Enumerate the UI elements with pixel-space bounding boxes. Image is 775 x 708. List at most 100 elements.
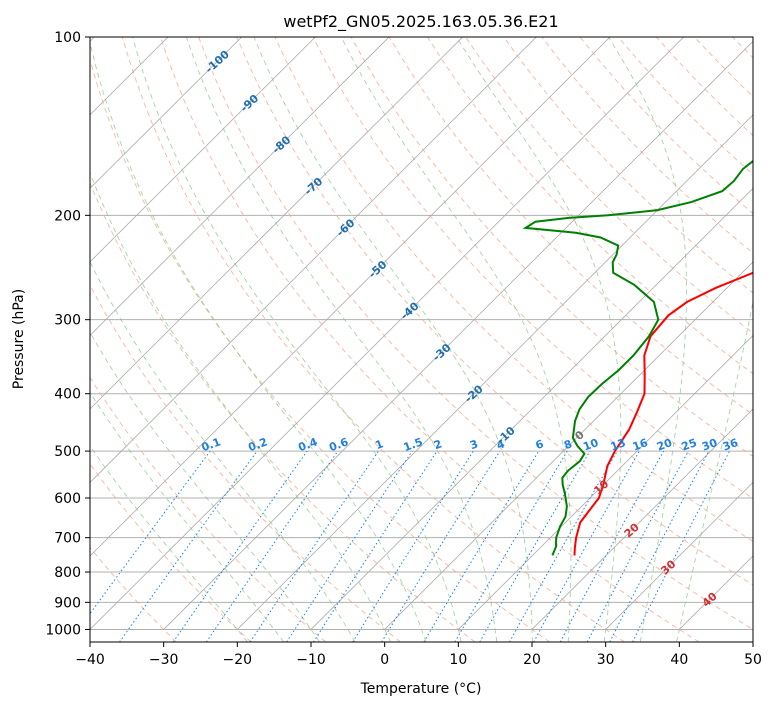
mixing-ratio-line [533, 450, 640, 642]
y-tick-label: 100 [54, 30, 81, 46]
isotherm-line [237, 114, 753, 630]
dry-adiabat [388, 37, 753, 416]
dry-adiabat [617, 37, 753, 176]
y-tick-label: 700 [54, 531, 81, 547]
y-tick-label: 600 [54, 491, 81, 507]
mixing-ratio-label: 0.1 [200, 435, 223, 454]
y-tick-label: 500 [54, 444, 81, 460]
mixing-ratio-label: 4 [495, 437, 507, 452]
isotherm-label: 10 [591, 477, 611, 497]
isotherm-label: -100 [203, 48, 232, 76]
moist-adiabat [90, 391, 285, 642]
isotherm-line [384, 261, 753, 630]
isotherm-line [679, 555, 753, 630]
mixing-ratio-label: 0.6 [327, 435, 350, 454]
mixing-ratio-line [632, 450, 731, 642]
x-tick-label: 50 [744, 652, 762, 668]
dry-adiabat [90, 376, 326, 642]
plot-frame [89, 36, 754, 643]
moist-adiabat [90, 171, 391, 642]
isotherm-line [531, 408, 753, 630]
isotherm-line [90, 37, 242, 189]
mixing-ratio-label: 20 [655, 436, 674, 454]
moist-adiabat [340, 37, 572, 642]
dry-adiabat [121, 37, 625, 642]
mixing-ratio-label: 6 [534, 437, 546, 452]
x-tick-label: −20 [223, 652, 253, 668]
mixing-ratio-label: 0.4 [297, 435, 320, 454]
moist-adiabat [90, 445, 248, 642]
isotherm-line [310, 187, 753, 630]
isotherm-label: 30 [658, 557, 678, 577]
y-tick-label: 300 [54, 313, 81, 329]
mixing-ratio-label: 2 [432, 437, 444, 452]
dry-adiabat [90, 284, 401, 642]
mixing-ratio-label: 25 [680, 436, 699, 453]
x-axis-label: Temperature (°C) [360, 681, 482, 697]
moist-adiabat [90, 260, 356, 642]
moist-adiabat [253, 37, 533, 642]
isotherm-line [90, 37, 611, 557]
dry-adiabat [90, 546, 177, 642]
moist-adiabat [456, 37, 622, 642]
isotherm-line [90, 37, 537, 483]
dry-adiabat [236, 37, 753, 586]
isotherm-line [163, 40, 753, 630]
mixing-ratio-label: 1 [374, 437, 386, 452]
mixing-ratio-label: 30 [700, 436, 719, 454]
moist-adiabat [676, 299, 753, 642]
dry-adiabat [465, 37, 753, 334]
mixing-ratio-label: 10 [581, 436, 600, 454]
isotherm-line [90, 37, 463, 410]
moist-adiabat [132, 37, 462, 642]
y-tick-label: 800 [54, 565, 81, 581]
mixing-ratio-line [352, 450, 474, 642]
x-axis-ticks: −40 −30 −20 −10 0 10 20 30 40 50 [75, 642, 762, 668]
mixing-ratio-line [423, 450, 540, 642]
mixing-ratio-line [381, 450, 501, 642]
mixing-ratio-label: 8 [562, 437, 574, 452]
x-tick-label: −40 [75, 652, 105, 668]
isotherm-line [90, 37, 316, 263]
data-series [522, 159, 753, 556]
mixing-ratio-label: 1.5 [402, 435, 425, 454]
dry-adiabat [90, 57, 551, 642]
y-tick-label: 200 [54, 208, 81, 224]
background-lines [90, 37, 775, 642]
mixing-ratio-line [249, 450, 379, 642]
x-tick-label: 0 [380, 652, 389, 668]
dry-adiabat [732, 37, 753, 59]
mixing-ratio-line [90, 450, 211, 615]
isotherm-line [90, 37, 390, 336]
chart-title: wetPf2_GN05.2025.163.05.36.E21 [283, 12, 558, 32]
y-tick-label: 400 [54, 387, 81, 403]
moist-adiabat [608, 37, 688, 642]
isotherm-line [90, 37, 684, 630]
y-axis-ticks: 100 200 300 400 500 600 700 800 900 1000 [45, 30, 90, 638]
mixing-ratio-line [559, 450, 665, 642]
dry-adiabat [312, 37, 753, 500]
dry-adiabat [198, 37, 753, 630]
dry-adiabat [427, 37, 753, 375]
isotherm-line [752, 628, 753, 630]
y-axis-label: Pressure (hPa) [11, 289, 27, 389]
dry-adiabat [655, 37, 753, 137]
x-tick-label: 10 [449, 652, 467, 668]
x-tick-label: −10 [296, 652, 326, 668]
dry-adiabat [350, 37, 753, 457]
isotherm-line [458, 334, 753, 630]
x-tick-label: 40 [670, 652, 688, 668]
x-tick-label: 30 [597, 652, 615, 668]
mixing-ratio-line [119, 450, 258, 642]
dry-adiabat [90, 181, 476, 642]
isotherm-line [605, 481, 753, 630]
x-tick-label: 20 [523, 652, 541, 668]
x-tick-label: −30 [149, 652, 179, 668]
y-tick-label: 1000 [45, 622, 81, 638]
mixing-ratio-label: 3 [468, 437, 480, 452]
mixing-ratio-line [205, 450, 339, 642]
dry-adiabat [771, 37, 775, 642]
dry-adiabat [503, 37, 753, 294]
mixing-ratio-label: 13 [609, 436, 628, 453]
